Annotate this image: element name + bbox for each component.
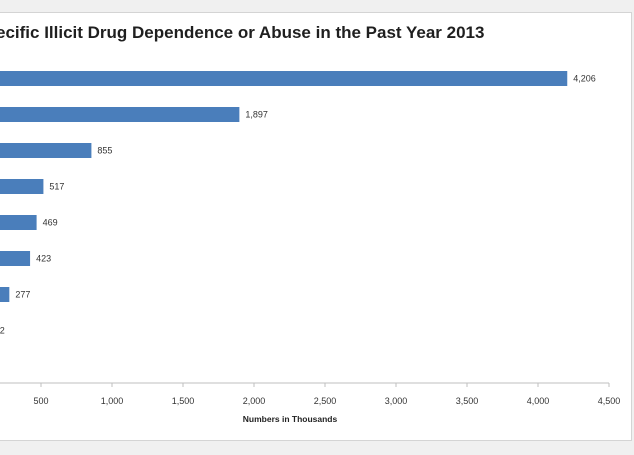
bar [0,287,10,302]
bar-value-label: 32 [0,326,5,336]
bar [0,215,37,230]
x-tick-label: 3,500 [456,396,479,406]
x-tick-label: 2,000 [243,396,266,406]
bar [0,251,31,266]
bar-value-label: 4,206 [573,74,596,84]
bar [0,107,240,122]
x-tick-label: 3,000 [385,396,408,406]
bar [0,71,568,86]
bar-value-label: 423 [36,254,51,264]
bar-value-label: 517 [49,182,64,192]
x-tick-label: 4,500 [598,396,621,406]
x-tick-label: 4,000 [527,396,550,406]
x-axis-title: Numbers in Thousands [243,414,338,424]
x-tick-label: 1,000 [101,396,124,406]
bar-value-label: 469 [43,218,58,228]
bar-value-label: 855 [97,146,112,156]
chart-title: ecific Illicit Drug Dependence or Abuse … [0,23,485,42]
bar-value-label: 277 [15,290,30,300]
x-tick-label: 1,500 [172,396,195,406]
bar [0,143,92,158]
x-tick-label: 2,500 [314,396,337,406]
x-tick-label: 500 [33,396,48,406]
bar [0,179,44,194]
bar-value-label: 1,897 [245,110,268,120]
